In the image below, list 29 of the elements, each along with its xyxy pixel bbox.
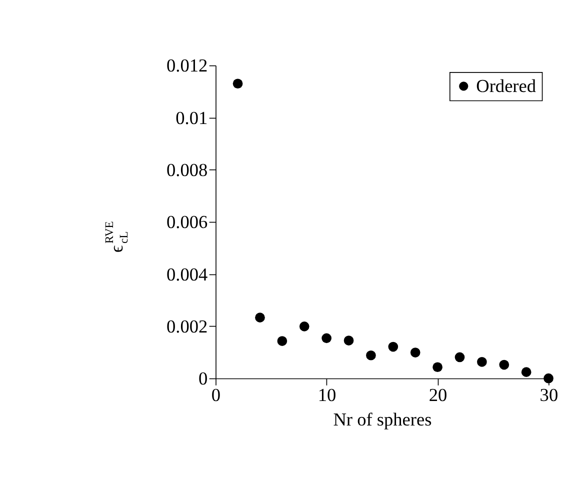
point xyxy=(477,356,487,367)
point xyxy=(299,322,310,332)
point xyxy=(322,333,332,344)
point xyxy=(255,312,265,322)
point xyxy=(410,348,420,358)
x-tick-label: 10 xyxy=(318,385,336,406)
point xyxy=(432,362,442,372)
y-tick-label: 0.01 xyxy=(176,108,208,128)
point xyxy=(454,352,465,362)
point xyxy=(232,78,243,89)
point xyxy=(366,350,376,360)
point xyxy=(277,336,288,346)
x-tick-label: 0 xyxy=(211,385,221,406)
point xyxy=(344,336,354,346)
y-tick-label: 0.012 xyxy=(166,56,208,76)
point xyxy=(521,367,532,377)
y-axis-title: ϵcLRVE xyxy=(103,221,130,253)
point xyxy=(388,342,398,352)
point xyxy=(499,360,510,370)
y-tick-label: 0.004 xyxy=(166,264,208,284)
y-tick-label: 0.006 xyxy=(166,212,208,232)
y-tick-label: 0 xyxy=(198,368,208,389)
x-tick-label: 20 xyxy=(428,385,448,406)
legend-label: Ordered xyxy=(476,76,536,96)
y-tick-label: 0.008 xyxy=(166,160,208,180)
x-tick-label: 30 xyxy=(540,385,558,406)
x-axis-title: Nr of spheres xyxy=(333,409,432,430)
y-tick-label: 0.002 xyxy=(166,316,208,336)
point xyxy=(544,373,554,384)
